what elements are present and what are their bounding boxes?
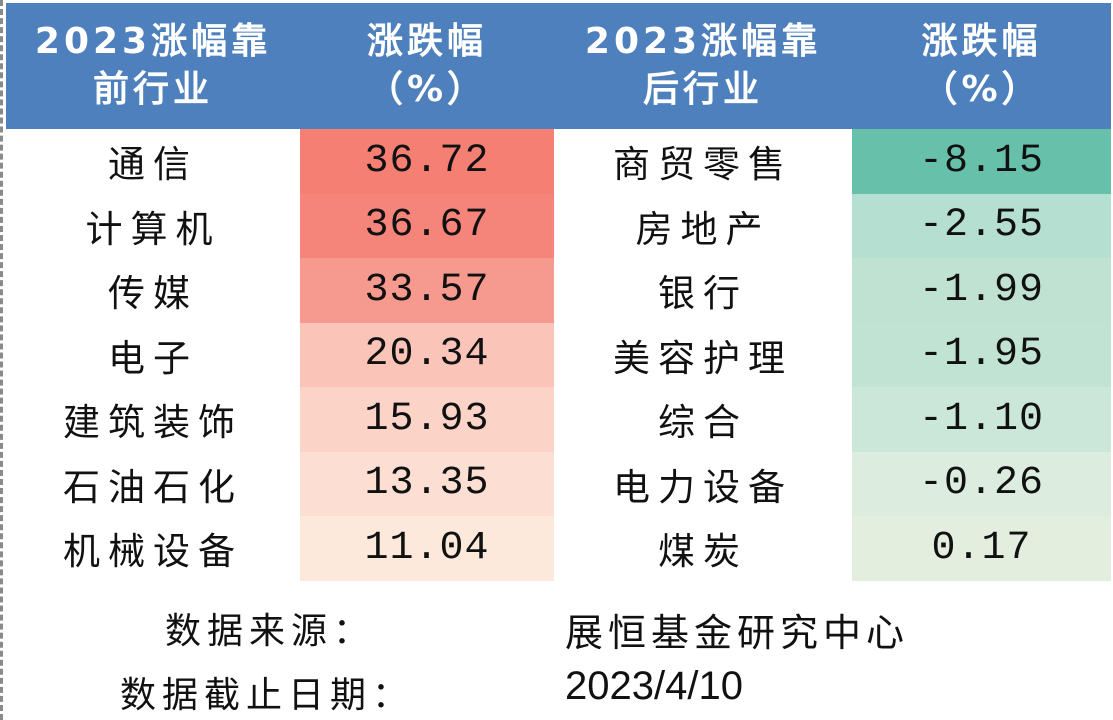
top-industry-cell: 建筑装饰 xyxy=(63,401,243,445)
bottom-industry-cell: 商贸零售 xyxy=(613,143,793,187)
top-industry-cell: 通信 xyxy=(108,143,198,187)
header-bottom-change-line2: （%） xyxy=(921,69,1042,110)
header-top-industry: 2023涨幅靠 前行业 xyxy=(6,3,300,129)
left-dashed-border xyxy=(0,0,4,720)
bottom-change-cell: -1.95 xyxy=(852,322,1111,387)
bottom-change-cell: 0.17 xyxy=(852,516,1111,581)
header-top-change: 涨跌幅 （%） xyxy=(300,3,554,129)
top-change-cell: 11.04 xyxy=(300,516,554,581)
bottom-change-cell: -1.10 xyxy=(852,387,1111,452)
table-header: 2023涨幅靠 前行业 涨跌幅 （%） 2023涨幅靠 后行业 涨跌幅 （%） xyxy=(6,3,1111,129)
top-industry-cell: 传媒 xyxy=(108,272,198,316)
table-row: 传媒 33.57 银行 -1.99 xyxy=(6,258,1111,323)
bottom-industry-cell: 银行 xyxy=(658,272,748,316)
table-row: 通信 36.72 商贸零售 -8.15 xyxy=(6,129,1111,194)
table-row: 石油石化 13.35 电力设备 -0.26 xyxy=(6,451,1111,516)
bottom-change-cell: -0.26 xyxy=(852,451,1111,516)
data-date-value: 2023/4/10 xyxy=(565,664,743,708)
top-industry-cell: 石油石化 xyxy=(63,465,243,509)
table-row: 计算机 36.67 房地产 -2.55 xyxy=(6,193,1111,258)
header-bottom-industry: 2023涨幅靠 后行业 xyxy=(554,3,852,129)
header-bottom-change: 涨跌幅 （%） xyxy=(852,3,1111,129)
data-date-row: 数据截止日期： 2023/4/10 xyxy=(0,660,1113,720)
table-row: 机械设备 11.04 煤炭 0.17 xyxy=(6,516,1111,581)
header-top-industry-line1: 2023涨幅靠 xyxy=(34,21,272,62)
top-change-cell: 20.34 xyxy=(300,322,554,387)
top-change-cell: 13.35 xyxy=(300,451,554,516)
top-industry-cell: 电子 xyxy=(108,336,198,380)
bottom-industry-cell: 美容护理 xyxy=(613,336,793,380)
header-bottom-industry-line2: 后行业 xyxy=(642,69,763,110)
header-bottom-change-line1: 涨跌幅 xyxy=(921,21,1042,62)
header-bottom-industry-line1: 2023涨幅靠 xyxy=(584,21,822,62)
table-row: 电子 20.34 美容护理 -1.95 xyxy=(6,322,1111,387)
bottom-industry-cell: 电力设备 xyxy=(613,465,793,509)
top-industry-cell: 机械设备 xyxy=(63,530,243,574)
table-body: 通信 36.72 商贸零售 -8.15 计算机 36.67 房地产 -2.55 … xyxy=(6,129,1111,581)
data-date-label: 数据截止日期： xyxy=(120,675,415,716)
header-top-industry-line2: 前行业 xyxy=(92,69,213,110)
top-change-cell: 36.67 xyxy=(300,193,554,258)
bottom-change-cell: -1.99 xyxy=(852,258,1111,323)
data-source-value: 展恒基金研究中心 xyxy=(565,611,910,655)
table-row: 建筑装饰 15.93 综合 -1.10 xyxy=(6,387,1111,452)
top-change-cell: 36.72 xyxy=(300,129,554,194)
data-source-row: 数据来源： 展恒基金研究中心 xyxy=(0,596,1113,656)
bottom-industry-cell: 房地产 xyxy=(635,207,771,251)
header-top-change-line2: （%） xyxy=(366,69,488,110)
bottom-industry-cell: 综合 xyxy=(658,401,748,445)
industry-performance-table: 2023涨幅靠 前行业 涨跌幅 （%） 2023涨幅靠 后行业 涨跌幅 （%） … xyxy=(6,3,1111,581)
top-industry-cell: 计算机 xyxy=(85,207,221,251)
top-change-cell: 33.57 xyxy=(300,258,554,323)
header-top-change-line1: 涨跌幅 xyxy=(366,21,487,62)
bottom-change-cell: -2.55 xyxy=(852,193,1111,258)
bottom-industry-cell: 煤炭 xyxy=(658,530,748,574)
top-change-cell: 15.93 xyxy=(300,387,554,452)
data-source-label: 数据来源： xyxy=(165,611,376,652)
bottom-change-cell: -8.15 xyxy=(852,129,1111,194)
